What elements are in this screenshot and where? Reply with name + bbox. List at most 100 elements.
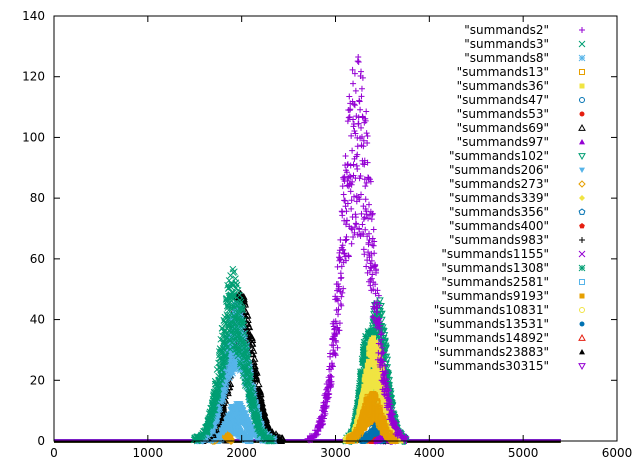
series-3	[345, 391, 399, 444]
data-point	[251, 391, 258, 399]
data-point	[219, 396, 227, 404]
data-point	[260, 408, 269, 416]
data-point	[251, 362, 259, 370]
data-point	[367, 371, 373, 377]
data-point	[383, 364, 392, 372]
data-point	[230, 350, 237, 358]
series-1	[190, 265, 276, 445]
data-point	[376, 311, 385, 319]
data-point	[244, 316, 252, 323]
data-point	[371, 382, 377, 388]
data-point	[368, 386, 374, 392]
data-point	[207, 419, 215, 427]
data-point	[216, 405, 224, 413]
data-point	[380, 383, 386, 389]
data-point	[232, 365, 240, 373]
data-point	[377, 385, 383, 391]
data-point	[222, 380, 229, 388]
data-point	[382, 345, 390, 353]
data-point	[235, 302, 243, 309]
data-point	[365, 366, 371, 372]
data-point	[222, 385, 230, 392]
data-point	[252, 372, 260, 380]
data-point	[248, 336, 257, 344]
data-point	[203, 428, 211, 436]
data-point	[213, 414, 221, 422]
data-point	[256, 387, 265, 395]
data-point	[243, 413, 250, 420]
data-point	[236, 352, 244, 359]
data-point	[225, 374, 233, 382]
data-point	[384, 371, 393, 379]
data-point	[369, 362, 375, 368]
data-point	[249, 384, 257, 392]
data-point	[211, 406, 219, 414]
data-point	[360, 339, 368, 346]
data-point	[357, 372, 365, 379]
data-point	[209, 427, 217, 434]
data-point	[383, 356, 392, 364]
data-point	[246, 434, 253, 441]
data-point	[373, 399, 380, 406]
data-point	[227, 315, 235, 323]
data-point	[365, 390, 371, 396]
data-point	[383, 401, 389, 407]
data-point	[216, 436, 223, 442]
data-point	[249, 346, 258, 354]
data-point	[361, 342, 369, 350]
data-point	[241, 334, 249, 341]
data-point	[226, 350, 234, 357]
data-point	[227, 357, 235, 365]
data-point	[248, 339, 257, 347]
data-point	[247, 421, 254, 427]
data-point	[220, 392, 228, 400]
data-point	[367, 343, 373, 349]
data-point	[264, 430, 271, 438]
data-point	[379, 328, 388, 336]
data-point	[360, 346, 367, 354]
data-point	[223, 371, 231, 378]
data-point	[253, 368, 261, 376]
data-point	[207, 430, 214, 438]
data-point	[227, 437, 236, 445]
data-point	[223, 378, 231, 386]
data-point	[224, 361, 232, 369]
data-point	[371, 335, 377, 341]
data-point	[254, 380, 263, 388]
data-point	[375, 343, 381, 349]
data-point	[376, 352, 382, 358]
data-point	[233, 356, 241, 364]
data-point	[204, 432, 211, 440]
data-point	[374, 398, 381, 405]
data-point	[209, 412, 216, 419]
data-point	[369, 357, 375, 363]
data-point	[379, 365, 385, 371]
data-point	[240, 295, 248, 303]
data-point	[250, 354, 259, 362]
data-point	[355, 384, 363, 392]
data-point	[236, 363, 243, 371]
data-point	[372, 377, 378, 383]
data-point	[211, 422, 218, 430]
data-point	[252, 374, 261, 382]
data-point	[227, 435, 235, 444]
data-point	[375, 390, 381, 396]
data-point	[221, 379, 229, 386]
data-point	[214, 410, 222, 418]
data-point	[202, 436, 210, 444]
data-point	[219, 405, 228, 413]
data-point	[260, 410, 268, 418]
data-point	[245, 323, 254, 331]
data-point	[382, 423, 389, 430]
data-point	[378, 310, 386, 318]
data-point	[230, 356, 238, 364]
data-point	[207, 420, 215, 428]
data-point	[229, 369, 237, 377]
data-point	[364, 418, 371, 425]
data-point	[381, 338, 389, 346]
data-point	[369, 378, 375, 384]
data-point	[372, 355, 378, 361]
data-point	[248, 350, 257, 358]
data-point	[231, 308, 239, 316]
